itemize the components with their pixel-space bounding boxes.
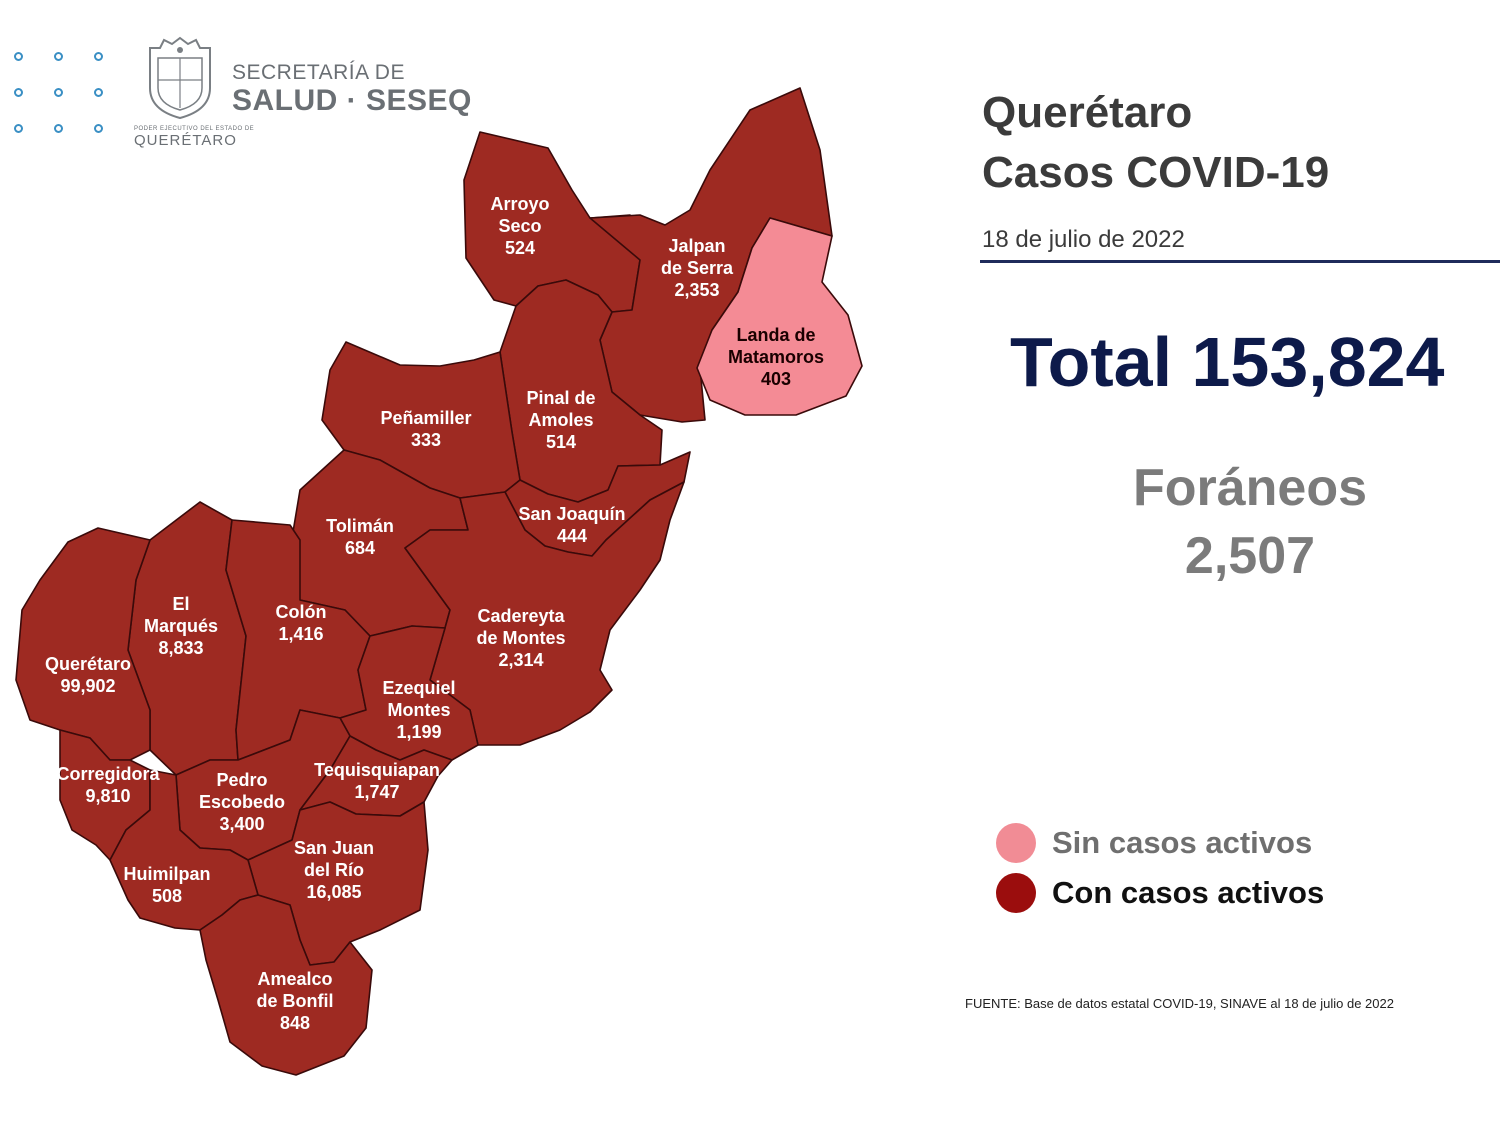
data-source: FUENTE: Base de datos estatal COVID-19, … [965,996,1394,1011]
label-corregidora-cases: 9,810 [85,786,130,806]
crest-state-name: QUERÉTARO [134,132,237,149]
label-cadereyta-name: de Montes [476,628,565,648]
label-jalpan-name: Jalpan [668,236,725,256]
state-crest-icon [149,36,211,120]
label-jalpan-name: de Serra [661,258,734,278]
label-pedro-escobedo-name: Pedro [216,770,267,790]
label-pedro-escobedo-name: Escobedo [199,792,285,812]
label-ezequiel-name: Montes [388,700,451,720]
legend-item-active: Con casos activos [996,872,1324,914]
label-san-juan-name: del Río [304,860,364,880]
legend-label-active: Con casos activos [1052,875,1325,910]
title-divider [980,260,1500,263]
label-amealco-name: Amealco [257,969,332,989]
label-landa-name: Landa de [736,325,815,345]
label-el-marques-name: El [172,594,189,614]
label-toliman-name: Tolimán [326,516,394,536]
label-tequisquiapan-cases: 1,747 [354,782,399,802]
label-el-marques-cases: 8,833 [158,638,203,658]
label-huimilpan-cases: 508 [152,886,182,906]
label-san-juan-name: San Juan [294,838,374,858]
legend-swatch-active [996,873,1036,913]
label-pedro-escobedo-cases: 3,400 [219,814,264,834]
label-landa-cases: 403 [761,369,791,389]
label-colon-cases: 1,416 [278,624,323,644]
region-amealco[interactable] [199,894,373,1076]
logo-line-1: SECRETARÍA DE [232,61,405,84]
region-cadereyta[interactable] [404,481,685,746]
label-corregidora-name: Corregidora [56,764,160,784]
label-pinal-name: Amoles [528,410,593,430]
label-amealco-name: de Bonfil [257,991,334,1011]
foraneos-value: 2,507 [1184,527,1316,585]
label-san-joaquin-cases: 444 [557,526,587,546]
region-huimilpan[interactable] [109,769,259,931]
label-jalpan-cases: 2,353 [674,280,719,300]
logo-line-2: SALUD · SESEQ [232,84,472,117]
total-cases: Total 153,824 [1010,323,1445,401]
label-colon-name: Colón [276,602,327,622]
label-queretaro-cases: 99,902 [60,676,115,696]
label-cadereyta-name: Cadereyta [477,606,565,626]
label-arroyo-seco-name: Seco [498,216,541,236]
legend-swatch-inactive [996,823,1036,863]
label-ezequiel-name: Ezequiel [382,678,455,698]
label-arroyo-seco-cases: 524 [505,238,535,258]
seseq-logo: PODER EJECUTIVO DEL ESTADO DE QUERÉTARO … [132,34,472,149]
label-landa-name: Matamoros [728,347,824,367]
report-date: 18 de julio de 2022 [982,226,1185,253]
decorative-dots [10,44,103,144]
title-state: Querétaro [982,88,1193,137]
label-pinal-cases: 514 [546,432,576,452]
region-landa[interactable] [696,217,863,416]
label-amealco-cases: 848 [280,1013,310,1033]
label-toliman-cases: 684 [345,538,375,558]
legend-label-inactive: Sin casos activos [1052,825,1313,860]
label-ezequiel-cases: 1,199 [396,722,441,742]
legend-item-inactive: Sin casos activos [996,822,1312,864]
label-cadereyta-cases: 2,314 [498,650,543,670]
label-el-marques-name: Marqués [144,616,218,636]
label-penamiller-name: Peñamiller [380,408,471,428]
label-penamiller-cases: 333 [411,430,441,450]
foraneos-label: Foráneos [1132,459,1368,517]
label-queretaro-name: Querétaro [45,654,131,674]
crest-subtext: PODER EJECUTIVO DEL ESTADO DE [134,126,255,132]
label-arroyo-seco-name: Arroyo [490,194,549,214]
title-cases: Casos COVID-19 [982,148,1330,197]
label-pinal-name: Pinal de [526,388,595,408]
label-san-joaquin-name: San Joaquín [518,504,625,524]
label-tequisquiapan-name: Tequisquiapan [314,760,440,780]
label-huimilpan-name: Huimilpan [123,864,210,884]
label-san-juan-cases: 16,085 [306,882,361,902]
